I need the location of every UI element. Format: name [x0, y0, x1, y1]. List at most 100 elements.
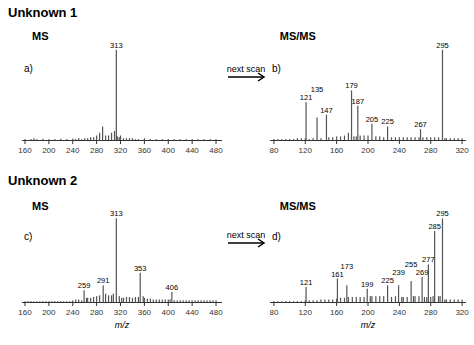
peak-bar	[144, 298, 145, 302]
x-axis-line	[270, 302, 466, 303]
peak-bar	[326, 115, 327, 140]
peak-bar	[39, 301, 40, 302]
peak-bar	[348, 297, 349, 302]
peak-bar	[24, 301, 25, 302]
peak-bar	[454, 299, 455, 302]
peak-bar	[174, 139, 175, 140]
x-tick-label: 160	[18, 146, 32, 155]
peak-label: 161	[331, 270, 344, 279]
peak-bar	[57, 301, 58, 302]
peak-bar	[209, 139, 210, 140]
peak-bar	[90, 298, 91, 302]
peak-bar	[356, 297, 357, 302]
peak-bar	[316, 300, 317, 302]
x-tick	[192, 141, 193, 144]
peak-bar	[301, 301, 302, 302]
peak-bar	[454, 138, 455, 140]
x-tick	[48, 303, 49, 306]
peak-bar	[83, 290, 84, 302]
peak-bar	[72, 139, 73, 140]
peak-bar	[116, 218, 117, 302]
peak-bar	[301, 138, 302, 140]
peak-bar	[69, 301, 70, 302]
peak-bar	[391, 137, 392, 140]
x-tick	[273, 303, 274, 306]
peak-label: 225	[381, 117, 394, 126]
peak-bar	[103, 285, 104, 302]
peak-bar	[192, 300, 193, 302]
peak-bar	[116, 50, 117, 140]
peak-bar	[119, 296, 120, 302]
peak-bar	[189, 300, 190, 302]
peak-bar	[379, 296, 380, 302]
peak-bar	[114, 131, 115, 140]
panel-label: d)	[272, 231, 281, 242]
peak-bar	[289, 301, 290, 302]
peak-label: 285	[428, 222, 441, 231]
x-axis-line	[22, 302, 222, 303]
peak-bar	[434, 231, 435, 302]
peak-bar	[324, 299, 325, 302]
peak-bar	[442, 218, 443, 302]
x-tick-label: 240	[66, 146, 80, 155]
peak-bar	[305, 102, 306, 140]
x-tick-label: 480	[209, 308, 223, 317]
bars	[273, 50, 462, 140]
x-tick-label: 480	[209, 146, 223, 155]
peak-bar	[440, 296, 441, 302]
peak-bar	[180, 300, 181, 302]
x-tick	[462, 303, 463, 306]
figure: Unknown 1160200240280320360400440480MSa)…	[0, 0, 474, 345]
x-tick-label: 200	[361, 308, 375, 317]
peak-bar	[108, 295, 109, 302]
peak-bar	[344, 298, 345, 302]
peak-bar	[424, 297, 425, 302]
panel-label: c)	[24, 231, 32, 242]
peak-bar	[60, 139, 61, 140]
peak-bar	[363, 135, 364, 140]
peak-label: 291	[97, 276, 110, 285]
peak-bar	[177, 300, 178, 302]
peak-bar	[363, 297, 364, 302]
peak-bar	[438, 296, 439, 302]
x-tick	[72, 303, 73, 306]
peak-bar	[36, 139, 37, 140]
peak-label: 205	[366, 115, 379, 124]
peak-bar	[357, 106, 358, 140]
arrow-label: next scan	[227, 64, 266, 74]
peak-bar	[442, 50, 443, 140]
peak-bar	[348, 133, 349, 140]
peak-bar	[81, 139, 82, 140]
peak-bar	[150, 139, 151, 140]
peak-bar	[395, 296, 396, 302]
peak-bar	[444, 138, 445, 140]
x-tick	[24, 303, 25, 306]
x-axis-line	[22, 140, 222, 141]
panel-label: a)	[24, 63, 33, 74]
peak-bar	[383, 296, 384, 302]
peak-bar	[87, 138, 88, 140]
peak-bar	[320, 138, 321, 140]
peak-bar	[153, 299, 154, 302]
peak-label: 187	[352, 97, 365, 106]
bars	[24, 50, 216, 140]
peak-bar	[90, 137, 91, 140]
scan-label: MS/MS	[280, 200, 316, 212]
peak-bar	[195, 300, 196, 302]
peak-bar	[87, 298, 88, 302]
peak-bar	[96, 135, 97, 140]
peak-bar	[108, 135, 109, 140]
x-tick-label: 80	[269, 308, 278, 317]
peak-bar	[371, 124, 372, 140]
peak-bar	[48, 301, 49, 302]
peak-bar	[407, 297, 408, 302]
peak-bar	[140, 273, 141, 302]
peak-bar	[414, 296, 415, 302]
peak-bar	[407, 137, 408, 140]
peak-bar	[418, 296, 419, 302]
peak-bar	[450, 138, 451, 140]
peak-bar	[215, 300, 216, 302]
peak-bar	[370, 296, 371, 302]
peak-label: 313	[110, 209, 123, 218]
x-tick-label: 360	[138, 146, 152, 155]
